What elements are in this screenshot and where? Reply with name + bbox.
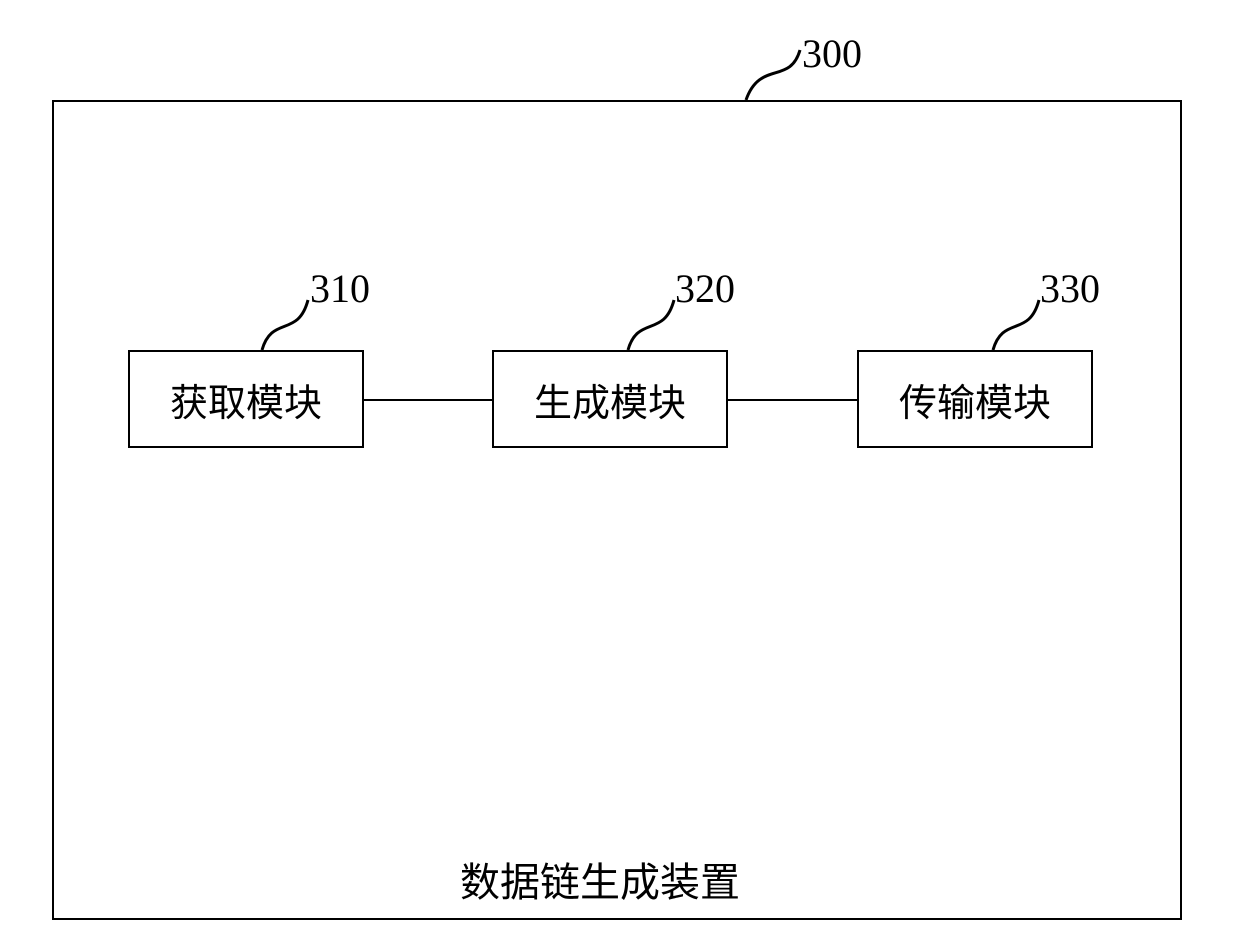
module-acquire: 获取模块 (128, 350, 364, 448)
module-generate-ref: 320 (675, 265, 735, 312)
connector-1 (364, 399, 492, 401)
outer-container (52, 100, 1182, 920)
module-acquire-ref: 310 (310, 265, 370, 312)
outer-ref-label: 300 (802, 30, 862, 77)
module-acquire-label: 获取模块 (170, 372, 322, 427)
module-transmit-label: 传输模块 (899, 372, 1051, 427)
connector-2 (728, 399, 857, 401)
module-generate: 生成模块 (492, 350, 728, 448)
module-transmit-ref: 330 (1040, 265, 1100, 312)
module-generate-label: 生成模块 (534, 372, 686, 427)
module-transmit: 传输模块 (857, 350, 1093, 448)
diagram-canvas: 300 获取模块 310 生成模块 320 传输模块 330 数据链生成装置 (0, 0, 1240, 943)
diagram-caption: 数据链生成装置 (460, 850, 740, 908)
